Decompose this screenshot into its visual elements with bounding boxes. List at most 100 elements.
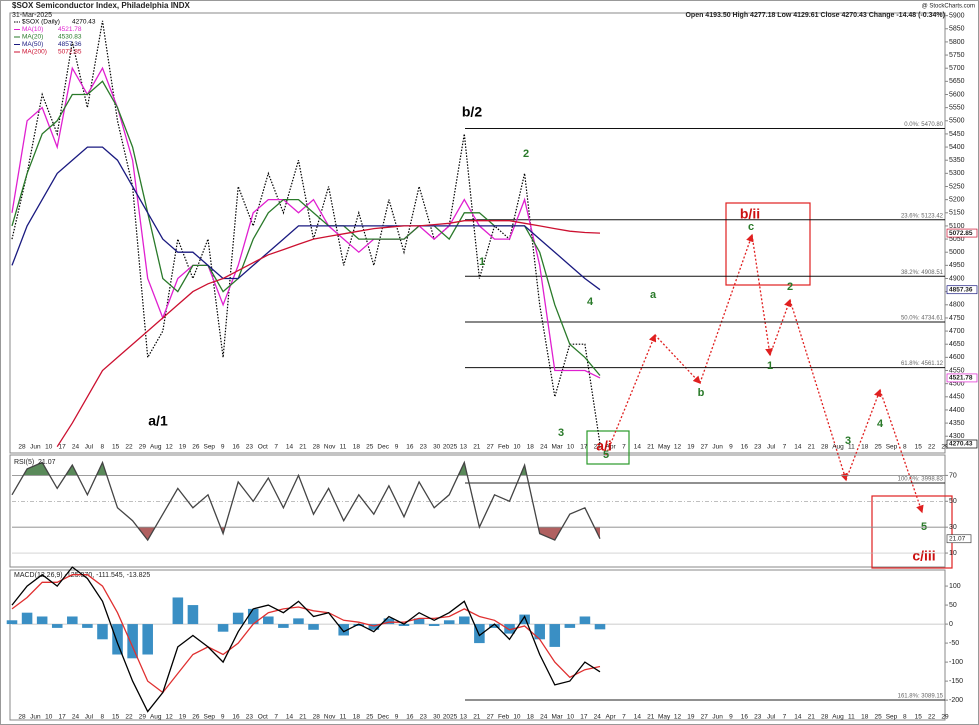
x-tick-label: Jun <box>30 444 41 451</box>
x-tick-label: 24 <box>540 444 548 451</box>
wave-label: 3 <box>845 435 851 447</box>
histogram-bar <box>443 620 455 625</box>
x-tick-label: 28 <box>18 714 26 721</box>
quote: Open 4193.50 High 4277.18 Low 4129.61 Cl… <box>685 12 945 19</box>
histogram-bar <box>368 624 380 630</box>
x-tick-label: 21 <box>808 714 816 721</box>
histogram-bar <box>519 614 530 625</box>
x-tick-label: Nov <box>324 714 336 721</box>
series-line <box>11 146 601 291</box>
x-tick-label: 14 <box>286 444 294 451</box>
x-tick-label: 11 <box>340 714 347 721</box>
y-tick-label: 4600 <box>949 354 965 361</box>
legend-label: $SOX (Daily) <box>22 19 60 26</box>
x-tick-label: 17 <box>59 714 67 721</box>
x-tick-label: Sep <box>886 714 898 721</box>
x-tick-label: 14 <box>794 444 802 451</box>
x-tick-label: Jul <box>85 714 94 721</box>
x-tick-label: 23 <box>420 444 428 451</box>
histogram-bar <box>263 616 274 625</box>
histogram-bar <box>353 624 365 626</box>
wave-label: a/i <box>596 438 612 454</box>
y-tick-label: 5400 <box>949 144 965 151</box>
x-tick-label: 27 <box>701 714 709 721</box>
x-tick-label: 16 <box>232 714 240 721</box>
x-tick-label: 30 <box>433 714 441 721</box>
x-tick-label: 26 <box>192 444 200 451</box>
x-tick-label: Apr <box>606 714 617 721</box>
rsi-shade <box>23 462 527 476</box>
wave-label: c <box>748 221 754 233</box>
series-line <box>11 566 601 713</box>
x-tick-label: 8 <box>100 714 104 721</box>
x-tick-label: 14 <box>286 714 294 721</box>
x-tick-label: 21 <box>808 444 816 451</box>
x-tick-label: 18 <box>861 444 869 451</box>
y-tick-label: 5200 <box>949 196 965 203</box>
y-tick-label: 50 <box>949 602 957 609</box>
x-tick-label: 10 <box>513 714 521 721</box>
extension-label: 100.0%: 3998.83 <box>898 477 944 483</box>
x-tick-label: 21 <box>299 444 307 451</box>
price-tag <box>946 439 978 449</box>
x-tick-label: 13 <box>460 714 468 721</box>
x-tick-label: Jul <box>767 444 776 451</box>
x-tick-label: 12 <box>674 714 682 721</box>
x-tick-label: 14 <box>634 714 642 721</box>
y-tick-label: -200 <box>949 697 963 704</box>
x-tick-label: 25 <box>366 444 374 451</box>
date-label: 31-Mar-2025 <box>12 12 52 19</box>
price-tag-label: 21.07 <box>949 535 966 542</box>
x-tick-label: 9 <box>729 444 733 451</box>
symbol-title: $SOX Semiconductor Index, Philadelphia I… <box>12 1 190 10</box>
x-tick-label: 17 <box>580 444 588 451</box>
histogram-bar <box>293 618 304 625</box>
x-tick-label: 10 <box>45 714 53 721</box>
histogram-bar <box>489 624 500 628</box>
fib-label: 38.2%: 4908.51 <box>901 270 944 276</box>
x-tick-label: 22 <box>928 714 936 721</box>
y-tick-label: 5050 <box>949 236 965 243</box>
x-tick-label: May <box>658 714 671 721</box>
legend-label: MA(10) <box>22 26 43 33</box>
y-tick-label: -100 <box>949 659 963 666</box>
y-tick-label: 10 <box>949 550 957 557</box>
y-tick-label: 0 <box>949 621 953 628</box>
y-tick-label: 4750 <box>949 315 965 322</box>
x-tick-label: 29 <box>941 714 949 721</box>
x-tick-label: Aug <box>832 444 844 451</box>
fib-label: 61.8%: 4561.12 <box>901 361 944 367</box>
x-tick-label: Oct <box>258 714 268 721</box>
price-tag-label: 4521.78 <box>949 375 973 382</box>
x-tick-label: Feb <box>498 444 510 451</box>
y-tick-label: 5600 <box>949 91 965 98</box>
x-tick-label: 7 <box>783 444 787 451</box>
y-tick-label: 100 <box>949 583 961 590</box>
x-tick-label: 14 <box>794 714 802 721</box>
x-tick-label: 16 <box>741 444 749 451</box>
x-tick-label: 29 <box>941 444 949 451</box>
x-tick-label: 13 <box>460 444 468 451</box>
x-tick-label: 28 <box>18 444 26 451</box>
x-tick-label: 24 <box>72 714 80 721</box>
legend-label: MA(20) <box>22 34 43 41</box>
histogram-bar <box>338 624 349 636</box>
wave-label: b/2 <box>462 104 482 120</box>
rsi-legend-name: RSI(5) <box>14 459 34 466</box>
x-tick-label: 26 <box>192 714 200 721</box>
legend-value: 5072.85 <box>58 49 82 56</box>
x-tick-label: 11 <box>848 714 855 721</box>
x-tick-label: 22 <box>125 714 133 721</box>
y-tick-label: 5550 <box>949 104 965 111</box>
fib-label: 50.0%: 4734.61 <box>901 316 944 322</box>
x-tick-label: 27 <box>487 714 495 721</box>
histogram-bar <box>67 616 78 625</box>
wave-label: 2 <box>787 281 793 293</box>
rsi-legend-value: 21.07 <box>38 459 56 466</box>
wave-label: 1 <box>479 256 485 268</box>
x-tick-label: 21 <box>473 714 481 721</box>
histogram-bar <box>504 624 515 634</box>
legend-value: 4270.43 <box>72 19 96 26</box>
histogram-bar <box>36 616 48 625</box>
histogram-bar <box>383 618 395 625</box>
